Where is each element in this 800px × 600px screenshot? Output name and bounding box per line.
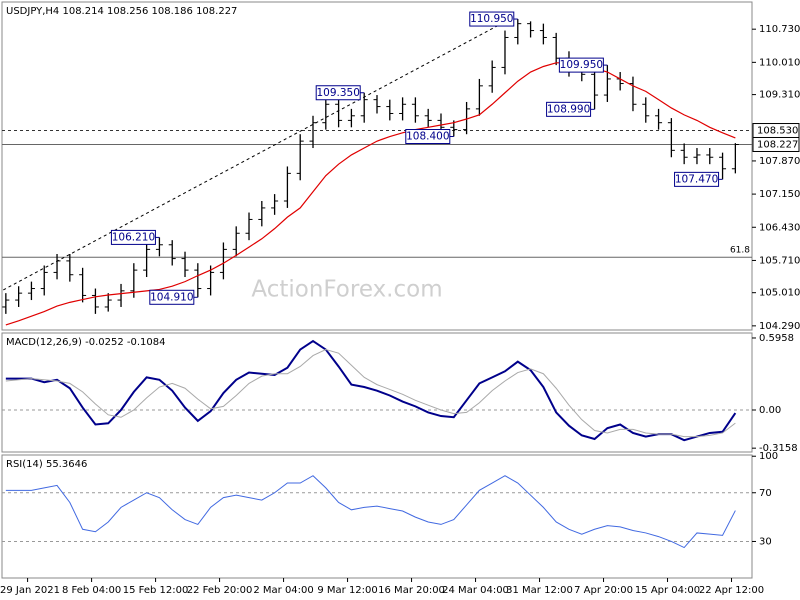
panel-frame: [1, 332, 753, 453]
panel-frame: [1, 454, 753, 579]
x-tick-label: 22 Feb 20:00: [187, 585, 253, 596]
y-tick-label: 109.310: [759, 90, 800, 101]
y-tick-label: 107.150: [759, 189, 800, 200]
y-tick-label: 105.010: [759, 288, 800, 299]
fib-label: 61.8: [730, 246, 750, 256]
x-tick-label: 29 Jan 2021: [0, 585, 60, 596]
series-line: [5, 349, 736, 438]
annotation-box: [149, 289, 195, 305]
y-tick-label: 105.710: [759, 255, 800, 266]
y-tick-label: 110.010: [759, 57, 800, 68]
panel-title: USDJPY,H4 108.214 108.256 108.186 108.22…: [6, 6, 237, 17]
price-box: [752, 136, 800, 152]
series-line: [5, 475, 736, 549]
annotation-box: [674, 171, 720, 187]
y-tick-label: 104.290: [759, 321, 800, 332]
x-tick-label: 2 Mar 04:00: [253, 585, 313, 596]
x-tick-label: 9 Mar 12:00: [317, 585, 377, 596]
x-tick-label: 7 Apr 20:00: [574, 585, 633, 596]
moving-average: [5, 62, 736, 326]
annotation-box: [315, 85, 361, 101]
x-tick-label: 8 Feb 04:00: [62, 585, 121, 596]
y-tick-label: 106.430: [759, 222, 800, 233]
annotation-box: [546, 101, 592, 117]
annotation-label: 109.350: [316, 87, 359, 99]
y-tick-label: 107.870: [759, 156, 800, 167]
series-line: [5, 339, 737, 442]
panel-title: MACD(12,26,9) -0.0252 -0.1084: [6, 337, 166, 348]
x-tick-label: 22 Apr 12:00: [699, 585, 764, 596]
y-tick-label: -0.3158: [759, 443, 798, 454]
annotation-label: 109.950: [560, 59, 603, 71]
price-box-label: 108.227: [757, 139, 798, 150]
annotation-box: [469, 11, 515, 27]
annotation-box: [405, 129, 451, 145]
x-tick-label: 31 Mar 12:00: [506, 585, 573, 596]
y-tick-label: 0.00: [759, 405, 781, 416]
x-tick-label: 15 Feb 12:00: [123, 585, 189, 596]
annotation-label: 108.400: [406, 131, 449, 143]
annotation-label: 110.950: [470, 13, 513, 25]
y-tick-label: 30: [759, 536, 772, 547]
x-tick-label: 16 Mar 20:00: [378, 585, 445, 596]
annotation-label: 107.470: [675, 173, 718, 185]
annotation-label: 106.210: [112, 231, 155, 243]
x-tick-label: 24 Mar 04:00: [442, 585, 509, 596]
panel-frame: [1, 1, 753, 331]
panel-title: RSI(14) 55.3646: [6, 459, 87, 470]
y-tick-label: 0.5958: [759, 333, 794, 344]
y-tick-label: 70: [759, 488, 772, 499]
y-tick-label: 100: [759, 451, 778, 462]
watermark: ActionForex.com: [251, 277, 442, 303]
x-tick-label: 15 Apr 04:00: [635, 585, 700, 596]
annotation-label: 108.990: [547, 103, 590, 115]
annotation-box: [110, 229, 156, 245]
annotation-box: [558, 57, 604, 73]
annotation-label: 104.910: [150, 291, 193, 303]
price-box-label: 108.530: [757, 126, 798, 137]
y-tick-label: 110.730: [759, 24, 800, 35]
